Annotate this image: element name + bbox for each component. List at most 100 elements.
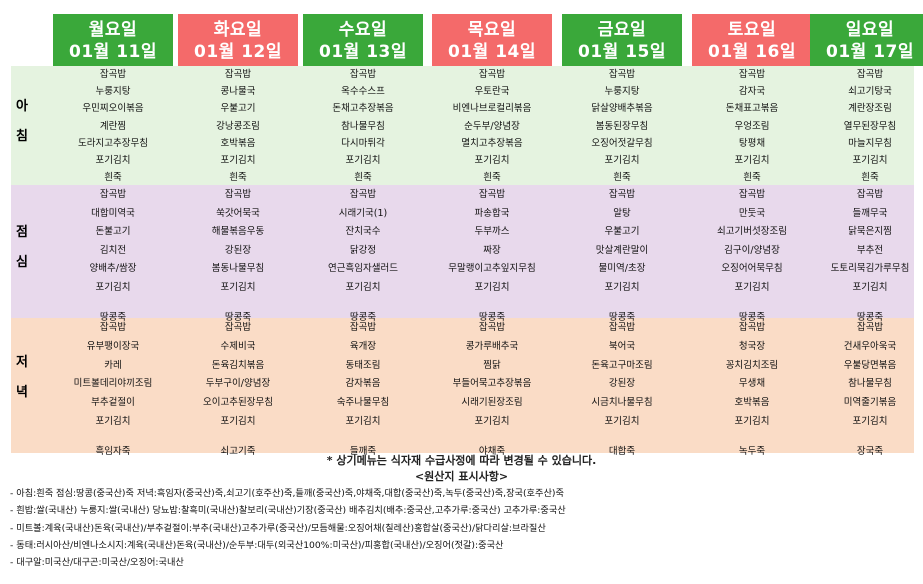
menu-item: 포기김치 — [852, 415, 888, 427]
menu-item: 흰죽 — [354, 172, 372, 184]
menu-item: 누룽지탕 — [95, 86, 131, 98]
menu-item: 봄동나물무침 — [211, 263, 265, 275]
dinner-cell: 잡곡밥 콩가루배추국 찜닭 부들어묵고추장볶음 시래기된장조림 포기김치 야채죽 — [432, 319, 552, 462]
menu-item: 호박볶음 — [220, 137, 256, 149]
dinner-cell: 잡곡밥 육개장 동태조림 감자볶음 숙주나물무침 포기김치 들깨죽 — [303, 319, 423, 462]
menu-item: 봄동된장무침 — [595, 120, 649, 132]
breakfast-band — [11, 66, 914, 185]
menu-item: 포기김치 — [220, 281, 256, 293]
menu-item: 흑임자죽 — [95, 445, 131, 457]
menu-item: 들깨무국 — [852, 207, 888, 219]
menu-item: 두부까스 — [474, 226, 510, 238]
menu-item: 북어국 — [608, 340, 636, 352]
menu-item: 땅콩죽 — [99, 311, 127, 323]
dinner-cell: 잡곡밥 유부팽이장국 카레 미트볼데리야끼조림 부추겉절이 포기김치 흑임자죽 — [53, 319, 173, 462]
day-header: 목요일 01월 14일 — [432, 14, 552, 66]
menu-item: 포기김치 — [734, 154, 770, 166]
day-date: 01월 13일 — [318, 42, 407, 62]
lunch-cell: 잡곡밥 알탕 우불고기 맛살계란말이 물미역/초장 포기김치 땅콩죽 — [562, 186, 682, 327]
origin-note: - 미트볼:계육(국내산)돈육(국내산)/부추겉절이:부추(국내산)고추가루(중… — [10, 522, 546, 534]
menu-item: 유부팽이장국 — [86, 340, 140, 352]
menu-item: 잡곡밥 — [349, 322, 377, 333]
origin-note: - 동태:러시아산/비엔나소시지:계육(국내산)돈육(국내산)/순두부:대두(외… — [10, 539, 504, 551]
lunch-cell: 잡곡밥 파송합국 두부까스 짜장 무말랭이고추잎지무침 포기김치 땅콩죽 — [432, 186, 552, 327]
menu-item: 잡곡밥 — [99, 69, 127, 80]
breakfast-label: 아 침 — [11, 96, 33, 148]
lunch-cell: 잡곡밥 만둣국 쇠고기버섯장조림 김구이/양념장 오징어어묵무침 포기김치 땅콩죽 — [692, 186, 812, 327]
menu-item: 잡곡밥 — [478, 69, 506, 80]
menu-item: 포기김치 — [604, 415, 640, 427]
menu-item: 땅콩죽 — [349, 311, 377, 323]
menu-item: 잡곡밥 — [478, 189, 506, 200]
menu-item: 우엉조림 — [734, 120, 770, 132]
menu-item: 쑥갓어묵국 — [216, 207, 260, 219]
menu-item: 잡곡밥 — [99, 322, 127, 333]
menu-item: 오이고추된장무침 — [203, 397, 273, 409]
breakfast-cell: 잡곡밥 감자국 돈채표고볶음 우엉조림 탕평채 포기김치 흰죽 — [692, 66, 812, 186]
menu-item: 오징어젓갈무침 — [591, 137, 653, 149]
menu-item: 야채죽 — [478, 445, 506, 457]
day-header: 수요일 01월 13일 — [303, 14, 423, 66]
breakfast-cell: 잡곡밥 콩나물국 우불고기 강낭콩조림 호박볶음 포기김치 흰죽 — [178, 66, 298, 186]
menu-item: 포기김치 — [345, 281, 381, 293]
menu-item: 무말랭이고추잎지무침 — [448, 263, 536, 275]
dinner-cell: 잡곡밥 수제비국 돈육김치볶음 두부구이/양념장 오이고추된장무침 포기김치 쇠고기죽 — [178, 319, 298, 462]
menu-item: 장국죽 — [856, 445, 884, 457]
menu-item — [53, 298, 173, 309]
menu-item: 돈불고기 — [95, 226, 131, 238]
menu-item: 잔치국수 — [345, 226, 381, 238]
menu-item: 잡곡밥 — [224, 322, 252, 333]
menu-item: 꽁치김치조림 — [725, 359, 779, 371]
menu-item: 순두부/양념장 — [464, 120, 520, 132]
menu-item: 청국장 — [738, 340, 766, 352]
menu-item: 마늘지무침 — [848, 137, 892, 149]
menu-item: 짜장 — [483, 244, 501, 256]
menu-item: 땅콩죽 — [738, 311, 766, 323]
breakfast-cell: 잡곡밥 옥수수스프 돈채고추장볶음 참나물무침 다시마튀각 포기김치 흰죽 — [303, 66, 423, 186]
dinner-label: 저 녁 — [11, 352, 33, 404]
menu-item: 도라지고추장무침 — [78, 137, 148, 149]
menu-item: 콩나물국 — [220, 86, 256, 98]
day-name: 월요일 — [88, 20, 138, 40]
menu-item — [303, 298, 423, 309]
menu-item: 들깨죽 — [349, 445, 377, 457]
menu-item: 잡곡밥 — [224, 189, 252, 200]
menu-item: 포기김치 — [95, 154, 131, 166]
menu-item: 흰죽 — [743, 172, 761, 184]
menu-item: 쇠고기버섯장조림 — [717, 226, 787, 238]
origin-note: - 흰밥:쌀(국내산) 누룽지:쌀(국내산) 당뇨밥:찰흑미(국내산)찰보리(국… — [10, 505, 566, 517]
day-name: 토요일 — [727, 20, 777, 40]
menu-item: 잡곡밥 — [856, 322, 884, 333]
menu-item: 계란찜 — [99, 120, 127, 132]
menu-item: 잡곡밥 — [349, 69, 377, 80]
menu-item — [692, 432, 812, 443]
menu-item: 잡곡밥 — [608, 322, 636, 333]
day-header: 일요일 01월 17일 — [810, 14, 923, 66]
menu-item: 열무된장무침 — [843, 120, 897, 132]
menu-item: 잡곡밥 — [738, 189, 766, 200]
day-header: 화요일 01월 12일 — [178, 14, 298, 66]
menu-item: 돈육고구마조림 — [591, 359, 653, 371]
menu-item: 찜닭 — [483, 359, 501, 371]
menu-item: 카레 — [104, 359, 122, 371]
lunch-cell: 잡곡밥 시래기국(1) 잔치국수 닭강정 연근흑임자샐러드 포기김치 땅콩죽 — [303, 186, 423, 327]
menu-item: 잡곡밥 — [738, 69, 766, 80]
menu-item: 포기김치 — [95, 415, 131, 427]
menu-item: 포기김치 — [852, 154, 888, 166]
lunch-cell: 잡곡밥 쑥갓어묵국 해물볶음우동 강된장 봄동나물무침 포기김치 땅콩죽 — [178, 186, 298, 327]
lunch-label-char-2: 심 — [16, 255, 28, 270]
menu-item: 만둣국 — [738, 207, 766, 219]
menu-item: 포기김치 — [345, 154, 381, 166]
menu-item: 강된장 — [224, 244, 252, 256]
menu-item: 콩가루배추국 — [465, 340, 519, 352]
origin-note: - 아침:흰죽 점심:땅콩(중국산)죽 저녁:흑임자(중국산)죽,쇠고기(호주산… — [10, 488, 564, 499]
dinner-label-char-1: 저 — [16, 355, 28, 370]
menu-item: 흰죽 — [229, 172, 247, 184]
day-name: 일요일 — [845, 20, 895, 40]
menu-item: 잡곡밥 — [856, 189, 884, 200]
menu-item: 잡곡밥 — [856, 69, 884, 80]
menu-item — [432, 432, 552, 443]
menu-item: 포기김치 — [345, 415, 381, 427]
day-name: 화요일 — [213, 20, 263, 40]
menu-item: 육개장 — [349, 340, 377, 352]
